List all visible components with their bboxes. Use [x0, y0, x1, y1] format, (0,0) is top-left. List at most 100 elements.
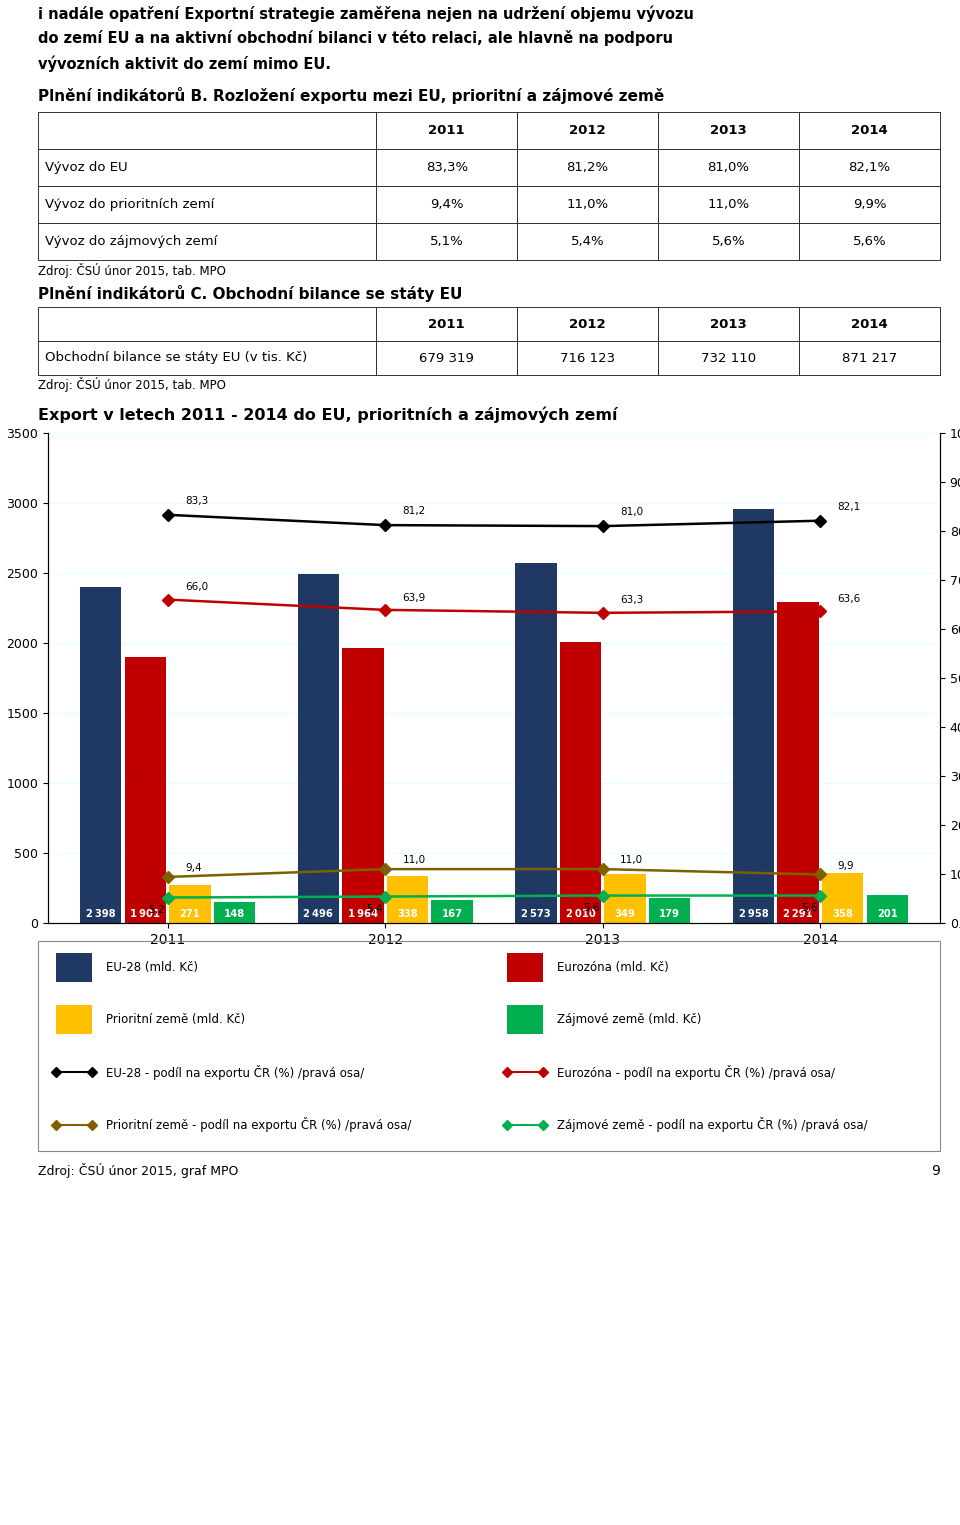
Text: Zájmové země - podíl na exportu ČR (%) /pravá osa/: Zájmové země - podíl na exportu ČR (%) /…	[557, 1118, 867, 1132]
Bar	[38, 111, 376, 149]
Text: 2 291: 2 291	[783, 909, 813, 920]
Text: 63,9: 63,9	[402, 593, 426, 602]
Bar	[517, 307, 659, 342]
Text: 2011: 2011	[428, 317, 465, 331]
Bar	[56, 953, 92, 982]
Bar	[799, 149, 940, 186]
Bar	[659, 307, 799, 342]
Bar	[38, 223, 376, 259]
Bar	[431, 900, 472, 923]
Text: 11,0%: 11,0%	[566, 198, 609, 210]
Bar	[517, 149, 659, 186]
Text: 2 958: 2 958	[738, 909, 768, 920]
Bar	[659, 186, 799, 223]
Text: 5,6: 5,6	[802, 903, 818, 913]
Text: 1 901: 1 901	[131, 909, 160, 920]
Text: 9,4%: 9,4%	[430, 198, 464, 210]
Text: 5,6%: 5,6%	[711, 235, 745, 249]
Bar	[38, 307, 376, 342]
Text: 11,0%: 11,0%	[708, 198, 750, 210]
Bar	[659, 111, 799, 149]
Text: 83,3: 83,3	[185, 496, 208, 506]
Text: Zájmové země (mld. Kč): Zájmové země (mld. Kč)	[557, 1013, 701, 1026]
Bar	[799, 223, 940, 259]
Bar	[649, 898, 690, 923]
Text: Vývoz do EU: Vývoz do EU	[45, 162, 128, 174]
Text: 2013: 2013	[710, 317, 747, 331]
Text: 81,2: 81,2	[402, 506, 426, 517]
Text: 271: 271	[180, 909, 201, 920]
Text: 2 573: 2 573	[521, 909, 551, 920]
Text: 2012: 2012	[569, 124, 606, 137]
Bar	[659, 149, 799, 186]
Text: EU-28 - podíl na exportu ČR (%) /pravá osa/: EU-28 - podíl na exportu ČR (%) /pravá o…	[106, 1064, 364, 1080]
Bar	[517, 186, 659, 223]
Text: 1 964: 1 964	[348, 909, 378, 920]
Bar	[38, 186, 376, 223]
Text: 5,2: 5,2	[149, 904, 165, 915]
Text: Plnění indikátorů B. Rozložení exportu mezi EU, prioritní a zájmové země: Plnění indikátorů B. Rozložení exportu m…	[38, 87, 664, 105]
Text: 716 123: 716 123	[560, 351, 615, 364]
Text: 179: 179	[660, 909, 680, 920]
Bar	[387, 875, 428, 923]
Text: Prioritní země (mld. Kč): Prioritní země (mld. Kč)	[106, 1013, 245, 1026]
Text: 11,0: 11,0	[402, 856, 425, 865]
Bar	[517, 111, 659, 149]
Text: Prioritní země - podíl na exportu ČR (%) /pravá osa/: Prioritní země - podíl na exportu ČR (%)…	[106, 1118, 411, 1132]
Text: 63,6: 63,6	[838, 595, 861, 604]
Bar	[867, 895, 908, 923]
Bar	[214, 903, 255, 923]
Text: 338: 338	[397, 909, 418, 920]
Text: 81,2%: 81,2%	[566, 162, 609, 174]
Text: 66,0: 66,0	[185, 583, 208, 592]
Text: 2 010: 2 010	[565, 909, 595, 920]
Bar	[169, 884, 210, 923]
Bar	[799, 111, 940, 149]
Bar	[125, 657, 166, 923]
Text: Obchodní bilance se státy EU (v tis. Kč): Obchodní bilance se státy EU (v tis. Kč)	[45, 351, 307, 364]
Text: 63,3: 63,3	[620, 595, 643, 605]
Text: 5,6: 5,6	[584, 903, 600, 913]
Bar	[799, 186, 940, 223]
Bar	[659, 223, 799, 259]
Text: Plnění indikátorů C. Obchodní bilance se státy EU: Plnění indikátorů C. Obchodní bilance se…	[38, 285, 463, 302]
Text: 5,1%: 5,1%	[430, 235, 464, 249]
Text: 5,4%: 5,4%	[571, 235, 605, 249]
Text: Eurozóna - podíl na exportu ČR (%) /pravá osa/: Eurozóna - podíl na exportu ČR (%) /prav…	[557, 1064, 834, 1080]
Bar	[822, 872, 863, 923]
Bar	[298, 573, 339, 923]
Text: 5,6%: 5,6%	[852, 235, 886, 249]
Text: 732 110: 732 110	[701, 351, 756, 364]
Bar	[778, 602, 819, 923]
Bar	[376, 223, 517, 259]
Bar	[376, 111, 517, 149]
Bar	[56, 1005, 92, 1034]
Text: 2014: 2014	[852, 317, 888, 331]
Text: 2 398: 2 398	[86, 909, 115, 920]
Bar	[376, 186, 517, 223]
Bar	[659, 342, 799, 375]
Bar	[343, 648, 384, 923]
Bar	[80, 587, 121, 923]
Bar	[376, 307, 517, 342]
Bar	[516, 563, 557, 923]
Text: 9,4: 9,4	[185, 863, 202, 872]
Text: Export v letech 2011 - 2014 do EU, prioritních a zájmových zemí: Export v letech 2011 - 2014 do EU, prior…	[38, 407, 617, 424]
Bar	[517, 342, 659, 375]
Text: 2013: 2013	[710, 124, 747, 137]
Text: 81,0%: 81,0%	[708, 162, 750, 174]
Text: 349: 349	[614, 909, 636, 920]
Text: 2014: 2014	[852, 124, 888, 137]
Text: 2011: 2011	[428, 124, 465, 137]
Text: 82,1: 82,1	[838, 502, 861, 512]
Bar	[799, 342, 940, 375]
Text: do zemí EU a na aktivní obchodní bilanci v této relaci, ale hlavně na podporu: do zemí EU a na aktivní obchodní bilanci…	[38, 30, 673, 46]
Text: 9,9%: 9,9%	[852, 198, 886, 210]
Text: 82,1%: 82,1%	[849, 162, 891, 174]
Bar	[507, 953, 543, 982]
Text: 358: 358	[832, 909, 853, 920]
Text: 5,4: 5,4	[366, 904, 383, 913]
Bar	[38, 149, 376, 186]
Text: 11,0: 11,0	[620, 856, 643, 865]
Bar	[799, 307, 940, 342]
